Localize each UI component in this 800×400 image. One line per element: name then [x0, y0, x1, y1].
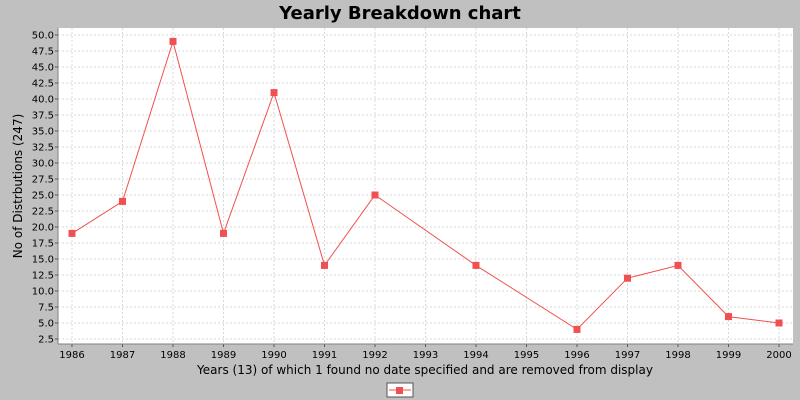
y-tick-label: 47.5: [32, 47, 54, 58]
y-tick-label: 35.0: [32, 127, 54, 138]
y-tick-label: 30.0: [32, 159, 54, 170]
x-tick-label: 1995: [514, 350, 539, 361]
y-tick-label: 45.0: [32, 63, 54, 74]
y-tick-labels: 2.5 5.0 7.5 10.0 12.5 15.0 17.5 20.0 22.5 25.0 27.…: [32, 31, 54, 346]
x-tick-label: 1990: [261, 350, 286, 361]
x-tick-label: 1996: [564, 350, 589, 361]
legend: [386, 382, 414, 398]
y-tick-label: 22.5: [32, 207, 54, 218]
y-tick-label: 7.5: [38, 303, 54, 314]
data-point: [321, 261, 328, 269]
data-point: [775, 319, 783, 327]
data-point: [68, 229, 76, 237]
y-tick-label: 37.5: [32, 111, 54, 122]
y-tick-label: 10.0: [32, 287, 54, 298]
data-point: [573, 325, 581, 333]
x-tick-label: 1992: [362, 350, 387, 361]
data-point: [674, 261, 682, 269]
x-axis-label: Years (13) of which 1 found no date spec…: [196, 363, 653, 377]
y-tick-label: 42.5: [32, 79, 54, 90]
data-point: [371, 191, 379, 199]
y-tick-label: 50.0: [32, 31, 54, 42]
grid: [58, 28, 793, 344]
x-tick-label: 1998: [665, 350, 690, 361]
data-point: [270, 89, 278, 97]
x-tick-label: 2000: [766, 350, 791, 361]
data-point: [624, 274, 631, 282]
x-tick-label: 1994: [463, 350, 488, 361]
x-tick-label: 1991: [312, 350, 337, 361]
y-tick-label: 27.5: [32, 175, 54, 186]
x-tick-label: 1997: [615, 350, 640, 361]
chart-title: Yearly Breakdown chart: [278, 3, 521, 24]
y-tick-label: 17.5: [32, 239, 54, 250]
y-tick-label: 40.0: [32, 95, 54, 106]
x-tick-label: 1999: [716, 350, 741, 361]
x-tick-labels: 1986 1987 1988 1989 1990 1991 1992 1993 1994 1995…: [59, 350, 791, 361]
y-tick-label: 5.0: [38, 319, 54, 330]
data-point: [220, 229, 227, 237]
y-tick-label: 12.5: [32, 271, 54, 282]
series-markers: [68, 37, 783, 333]
x-tick-label: 1987: [110, 350, 135, 361]
data-point: [169, 37, 177, 45]
legend-marker-swatch: [396, 387, 403, 394]
x-tick-label: 1989: [211, 350, 236, 361]
y-tick-label: 20.0: [32, 223, 54, 234]
data-point: [119, 197, 126, 205]
x-tick-label: 1986: [59, 350, 84, 361]
y-tick-label: 15.0: [32, 255, 54, 266]
y-tick-label: 32.5: [32, 143, 54, 154]
x-tick-label: 1988: [160, 350, 185, 361]
data-point: [472, 261, 480, 269]
data-point: [725, 313, 732, 321]
y-tick-label: 25.0: [32, 191, 54, 202]
axes: [55, 28, 793, 347]
y-axis-label: No of Distrbutions (247): [11, 114, 25, 259]
y-tick-label: 2.5: [38, 335, 54, 346]
x-tick-label: 1993: [413, 350, 438, 361]
